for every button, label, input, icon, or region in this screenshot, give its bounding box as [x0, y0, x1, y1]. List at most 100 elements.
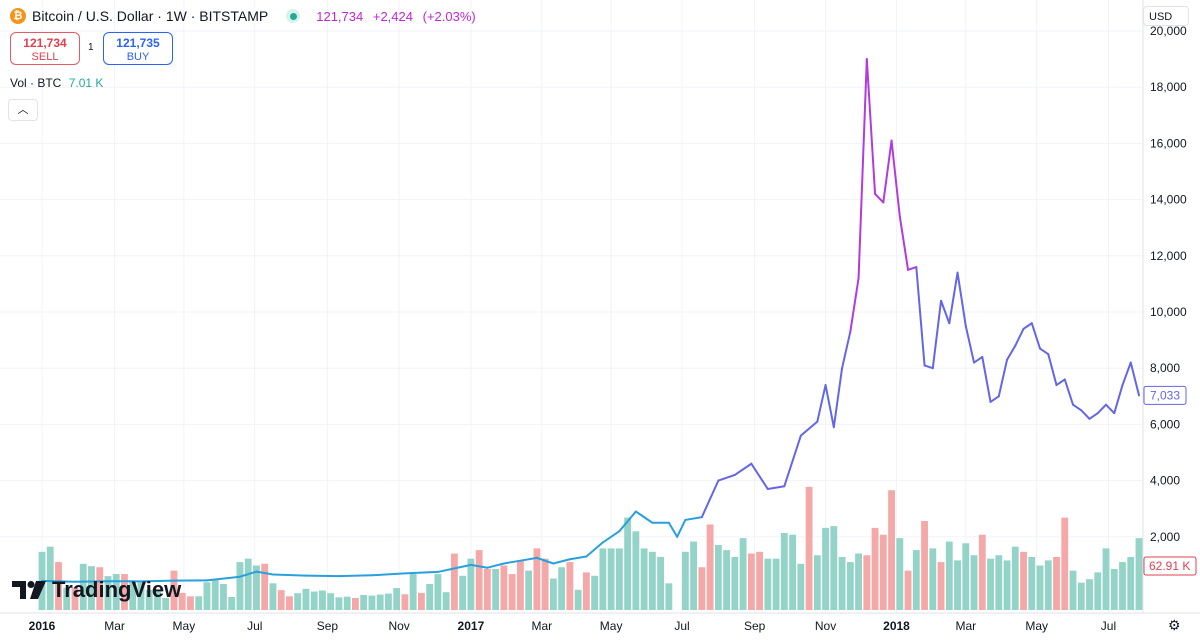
price-segment	[832, 367, 844, 429]
volume-bar	[648, 551, 656, 610]
volume-bar	[286, 596, 293, 610]
price-segment	[964, 325, 976, 364]
gear-icon[interactable]: ⚙	[1168, 617, 1181, 633]
price-segment	[1105, 403, 1116, 415]
time-tick-label: Sep	[744, 619, 766, 633]
volume-bar	[1003, 560, 1011, 610]
volume-bar	[805, 486, 813, 610]
time-tick-label: 2017	[458, 619, 485, 633]
volume-bar	[929, 548, 937, 610]
price-axis[interactable]: 6,000 8,000 10,000 12,000 14,000 16,000 18,000…	[1150, 24, 1187, 544]
price-segment	[684, 516, 703, 521]
price-segment	[865, 58, 877, 195]
tradingview-logo[interactable]: TradingView	[12, 577, 181, 603]
price-segment	[882, 139, 893, 204]
price-segment	[634, 510, 654, 524]
spread-value: 1	[88, 42, 94, 53]
price-segment	[486, 562, 505, 569]
volume-bar	[549, 578, 557, 610]
volume-bar	[475, 550, 483, 610]
sell-button[interactable]: 121,734 SELL	[10, 32, 80, 65]
volume-bar	[236, 562, 244, 610]
tradingview-icon	[12, 581, 46, 599]
volume-bar	[71, 587, 79, 610]
symbol-title[interactable]: Bitcoin / U.S. Dollar · 1W · BITSTAMP	[32, 8, 269, 24]
price-segment	[898, 215, 910, 271]
buy-button[interactable]: 121,735 BUY	[103, 32, 173, 65]
volume-bar	[970, 555, 978, 610]
volume-bar	[632, 531, 640, 610]
volume-value: 7.01 K	[68, 76, 104, 90]
volume-bar	[574, 589, 582, 610]
volume-bar	[426, 583, 434, 610]
volume-bar	[434, 574, 442, 610]
volume-bar	[294, 593, 302, 610]
volume-bar	[500, 565, 508, 610]
volume-bar	[921, 521, 928, 610]
volume-bar	[450, 553, 458, 610]
currency-select[interactable]: USD	[1143, 6, 1189, 26]
price-segment	[1096, 403, 1108, 415]
volume-bar	[1069, 570, 1077, 610]
volume-bar	[533, 548, 541, 610]
price-segment	[874, 192, 885, 204]
volume-bar	[376, 594, 384, 610]
price-segment	[981, 355, 992, 403]
price-segment	[973, 355, 984, 364]
volume-bar	[277, 590, 285, 610]
price-segment	[238, 570, 258, 578]
time-tick-label: Jul	[1101, 619, 1116, 633]
collapse-legend-button[interactable]: ︿	[8, 99, 38, 121]
volume-bar	[1011, 546, 1019, 610]
volume-bar	[888, 490, 895, 610]
volume-bar	[129, 580, 137, 610]
price-tick-label: 12,000	[1150, 249, 1187, 263]
price-segment	[717, 473, 736, 482]
volume-bar	[855, 553, 862, 610]
time-axis[interactable]: 2016 Mar May Jul Sep Nov 2017 Mar May Jul Sep Nov 20…	[29, 619, 1117, 633]
time-tick-label: Nov	[388, 619, 409, 633]
volume-bar	[822, 527, 829, 610]
price-segment	[1080, 409, 1091, 420]
price-tick-label: 10,000	[1150, 305, 1187, 319]
price-segment	[469, 563, 489, 569]
price-segment	[535, 556, 555, 565]
price-segment	[1088, 412, 1099, 420]
volume-bar	[360, 594, 368, 610]
price-segment	[1055, 378, 1066, 387]
price-segment	[948, 271, 959, 325]
volume-bar	[1053, 556, 1060, 610]
price-tick-label: 14,000	[1150, 193, 1187, 207]
volume-bar	[706, 524, 714, 610]
price-segment	[766, 485, 786, 491]
volume-bar	[104, 576, 112, 610]
volume-bar	[409, 574, 417, 610]
price-change-percent: (+2.03%)	[422, 8, 476, 24]
volume-bar	[863, 555, 871, 610]
volume-bar	[195, 596, 203, 610]
price-segment	[601, 530, 621, 544]
price-segment	[750, 462, 769, 491]
price-segment	[73, 580, 109, 583]
price-segment	[304, 574, 340, 578]
volume-bar	[220, 583, 227, 610]
volume-bar	[1119, 562, 1126, 610]
volume-bar	[1020, 551, 1027, 610]
volume-bar	[747, 553, 755, 610]
symbol-header[interactable]: ₿ Bitcoin / U.S. Dollar · 1W · BITSTAMP …	[10, 6, 482, 26]
volume-legend[interactable]: Vol · BTC 7.01 K	[10, 76, 103, 90]
volume-bar	[492, 568, 500, 610]
price-segment	[915, 266, 926, 367]
volume-bar	[962, 543, 970, 610]
last-price-badge	[1143, 385, 1187, 405]
volume-bar	[335, 597, 343, 610]
volume-bar	[640, 548, 648, 610]
price-segment	[907, 266, 918, 271]
time-tick-label: Nov	[815, 619, 836, 633]
price-segment	[940, 299, 951, 325]
price-tick-label: 18,000	[1150, 80, 1187, 94]
volume-bar	[112, 574, 120, 610]
volume-bar	[417, 592, 425, 610]
volume-bar	[1094, 572, 1102, 610]
